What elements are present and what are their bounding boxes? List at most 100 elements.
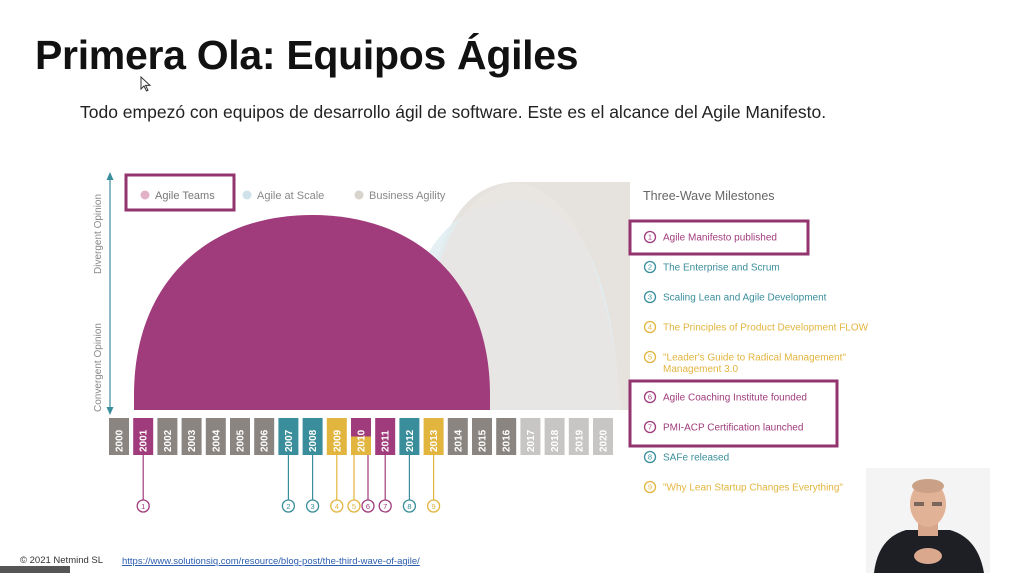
- marker-num-3: 3: [311, 502, 315, 511]
- marker-circle-7: [378, 499, 392, 513]
- year-label-2004: 2004: [211, 429, 222, 452]
- marker-num-2: 2: [286, 502, 290, 511]
- year-box-2007: [278, 418, 299, 455]
- year-box-2013: [423, 418, 444, 455]
- milestone-circle-3: [643, 290, 657, 304]
- marker-circle-9: [426, 499, 441, 513]
- milestone-text-8: SAFe released: [663, 453, 729, 464]
- slide-title: Primera Ola: Equipos Ágiles: [35, 32, 579, 78]
- year-label-2005: 2005: [236, 429, 247, 452]
- mouse-cursor-icon: [140, 76, 152, 92]
- marker-circle-3: [305, 499, 320, 513]
- legend-agile-teams: Agile Teams: [155, 190, 215, 202]
- year-label-2017: 2017: [526, 429, 537, 452]
- milestone-text-5-line2: Management 3.0: [663, 364, 738, 375]
- milestones-list: 1 Agile Manifesto published 2 The Enterpris…: [643, 230, 869, 494]
- milestone-highlight-box-1: [628, 219, 810, 256]
- year-label-2015: 2015: [478, 429, 489, 452]
- legend-agile-teams-dot: [140, 190, 150, 200]
- milestone-circle-2: [643, 260, 657, 274]
- source-link[interactable]: https://www.solutionsiq.com/resource/blo…: [122, 556, 420, 567]
- marker-circle-5: [347, 499, 361, 513]
- presenter-avatar: [866, 468, 990, 573]
- year-label-2000: 2000: [115, 429, 126, 452]
- milestone-circle-9: [643, 480, 657, 494]
- year-box-2017: [520, 418, 541, 455]
- year-label-2002: 2002: [163, 429, 174, 452]
- year-box-2003: [181, 418, 202, 455]
- milestone-num-3: 3: [648, 293, 652, 302]
- y-axis: Divergent Opinion Convergent Opinion: [93, 172, 114, 415]
- milestone-num-2: 2: [648, 263, 652, 272]
- y-axis-bottom-label: Convergent Opinion: [93, 323, 104, 412]
- milestone-text-1: Agile Manifesto published: [663, 233, 777, 244]
- milestone-num-1: 1: [648, 233, 652, 242]
- year-box-2015: [472, 418, 492, 455]
- year-box-2008: [302, 418, 323, 455]
- year-box-2009: [326, 418, 347, 455]
- marker-num-8: 8: [407, 502, 411, 511]
- milestone-text-7: PMI-ACP Certification launched: [663, 423, 803, 434]
- marker-circle-1: [136, 499, 150, 513]
- legend: Agile Teams Agile at Scale Business Agil…: [124, 173, 446, 212]
- year-label-2013: 2013: [429, 429, 440, 452]
- year-box-2006: [254, 418, 275, 455]
- year-label-2018: 2018: [550, 429, 561, 452]
- legend-agile-at-scale: Agile at Scale: [257, 190, 324, 202]
- marker-num-7: 7: [383, 502, 387, 511]
- milestone-circle-8: [643, 450, 657, 464]
- year-label-2001: 2001: [139, 429, 150, 452]
- year-label-2008: 2008: [308, 429, 319, 452]
- y-axis-top-label: Divergent Opinion: [93, 194, 104, 274]
- year-box-2019: [568, 418, 589, 455]
- year-box-2014: [447, 418, 468, 455]
- year-label-2010: 2010: [357, 429, 368, 452]
- year-box-2016: [496, 418, 517, 455]
- milestone-highlight-box-6-7: [628, 379, 839, 448]
- milestone-markers: 1 2 3 4 5 6 7 8 9: [136, 455, 441, 513]
- year-label-2011: 2011: [381, 430, 392, 452]
- marker-circle-4: [330, 499, 344, 513]
- marker-num-6: 6: [366, 502, 370, 511]
- milestone-text-9: "Why Lean Startup Changes Everything": [663, 483, 843, 494]
- milestone-text-2: The Enterprise and Scrum: [663, 263, 780, 274]
- year-box-2020: [593, 418, 613, 455]
- year-label-2019: 2019: [574, 429, 585, 452]
- year-box-2011: [375, 418, 396, 455]
- marker-num-1: 1: [141, 502, 145, 511]
- slide-subtitle: Todo empezó con equipos de desarrollo ág…: [80, 102, 827, 122]
- year-axis: 2000 2001 2002 2003 2004 2005 2006 2007 2008 2009…: [109, 418, 613, 455]
- year-label-2003: 2003: [187, 429, 198, 452]
- milestone-num-4: 4: [648, 323, 652, 332]
- milestone-circle-6: [643, 390, 657, 404]
- milestone-num-7: 7: [648, 423, 652, 432]
- milestone-num-6: 6: [648, 393, 652, 402]
- milestone-num-5: 5: [648, 353, 652, 362]
- year-box-2010-top: [351, 418, 371, 437]
- year-label-2014: 2014: [453, 429, 464, 452]
- presenter-webcam: [866, 468, 990, 573]
- year-box-2001: [133, 418, 154, 455]
- milestone-num-8: 8: [648, 453, 652, 462]
- year-box-2000: [109, 418, 129, 455]
- year-box-2002: [157, 418, 178, 455]
- legend-business-agility-dot: [354, 190, 364, 200]
- milestone-num-9: 9: [648, 483, 652, 492]
- year-label-2020: 2020: [599, 429, 610, 452]
- milestone-text-6: Agile Coaching Institute founded: [663, 393, 807, 404]
- year-box-2005: [230, 418, 250, 455]
- copyright: © 2021 Netmind SL: [20, 555, 104, 566]
- marker-circle-6: [361, 499, 375, 513]
- milestone-circle-5: [643, 350, 657, 364]
- legend-agile-at-scale-dot: [242, 190, 252, 200]
- year-label-2012: 2012: [405, 429, 416, 452]
- year-label-2007: 2007: [284, 429, 295, 452]
- marker-circle-8: [402, 499, 417, 513]
- year-label-2016: 2016: [502, 429, 513, 452]
- milestone-text-5: "Leader's Guide to Radical Management": [663, 353, 846, 364]
- legend-business-agility: Business Agility: [369, 190, 446, 202]
- year-box-2012: [399, 418, 420, 455]
- marker-num-5: 5: [352, 502, 356, 511]
- agile-teams-wave: [134, 215, 490, 410]
